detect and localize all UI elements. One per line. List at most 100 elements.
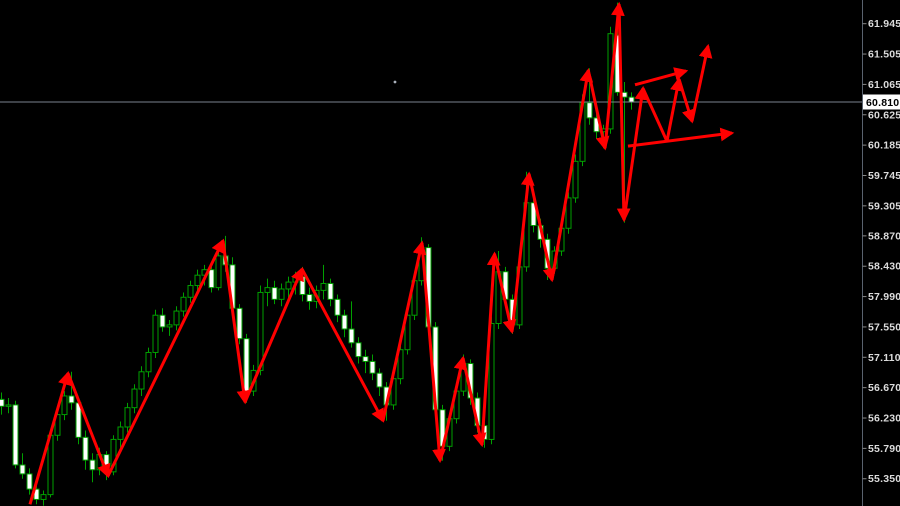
price-tick-label: 59.305 bbox=[868, 200, 900, 212]
price-tick-label: 58.870 bbox=[868, 230, 900, 242]
bull-candle-body bbox=[180, 296, 187, 312]
price-tick-label: 58.430 bbox=[868, 261, 900, 273]
trend-arrow-segment[interactable] bbox=[493, 253, 517, 335]
trend-arrow-segment[interactable] bbox=[300, 268, 385, 423]
trend-arrow-segment[interactable] bbox=[616, 3, 631, 223]
bull-candle-body bbox=[572, 160, 579, 199]
bull-candle-body bbox=[264, 287, 271, 293]
bear-candle-body bbox=[334, 298, 341, 316]
candle bbox=[138, 366, 145, 396]
candle bbox=[110, 435, 117, 476]
bull-candle-body bbox=[61, 395, 68, 416]
bear-candle-body bbox=[369, 360, 376, 374]
candle bbox=[131, 384, 138, 414]
candle bbox=[362, 349, 369, 374]
zigzag-trend-arrows bbox=[28, 1, 735, 505]
candle bbox=[194, 269, 201, 293]
bull-candle-body bbox=[40, 494, 47, 500]
candle bbox=[334, 294, 341, 323]
trend-arrow-segment[interactable] bbox=[106, 238, 225, 477]
candle bbox=[0, 392, 5, 415]
bear-candle-body bbox=[299, 276, 306, 296]
trend-arrow-segment[interactable] bbox=[461, 357, 487, 448]
trend-arrow-segment[interactable] bbox=[510, 171, 535, 332]
candle bbox=[61, 391, 68, 421]
current-price-badge bbox=[863, 94, 900, 110]
candle bbox=[348, 301, 355, 348]
bull-candle-body bbox=[152, 314, 159, 353]
trend-arrow-segment[interactable] bbox=[438, 355, 468, 462]
candle bbox=[397, 344, 404, 385]
trend-arrow-segment[interactable] bbox=[480, 251, 501, 446]
candle bbox=[180, 292, 187, 317]
bear-candle-body bbox=[236, 307, 243, 340]
bull-candle-body bbox=[257, 291, 264, 371]
trend-arrow-segment[interactable] bbox=[622, 85, 649, 221]
stray-dot bbox=[393, 80, 397, 84]
current-price-value: 60.810 bbox=[866, 97, 899, 109]
forecast-arrow[interactable] bbox=[627, 127, 735, 148]
bull-candle-body bbox=[5, 404, 12, 407]
trend-arrow-segment[interactable] bbox=[586, 69, 610, 151]
candle bbox=[236, 304, 243, 345]
candle bbox=[152, 309, 159, 358]
bear-candle-body bbox=[355, 342, 362, 358]
candle bbox=[327, 278, 334, 307]
trend-arrow-segment[interactable] bbox=[66, 372, 111, 479]
trend-arrow-segment[interactable] bbox=[243, 266, 304, 403]
candle bbox=[285, 276, 292, 300]
price-axis[interactable]: 61.945 61.505 61.065 60.625 60.185 59.745 59.3… bbox=[862, 0, 900, 506]
bear-candle-body bbox=[362, 356, 369, 362]
price-tick-label: 56.230 bbox=[868, 413, 900, 425]
bull-candle-body bbox=[215, 255, 222, 289]
bear-candle-body bbox=[0, 398, 5, 407]
bull-candle-body bbox=[187, 285, 194, 298]
trend-arrow-segment[interactable] bbox=[221, 240, 251, 405]
forecast-arrow[interactable] bbox=[634, 67, 689, 87]
price-tick-label: 61.065 bbox=[868, 79, 900, 91]
trend-arrow-segment[interactable] bbox=[381, 240, 427, 422]
bear-candle-body bbox=[208, 269, 215, 289]
candle bbox=[355, 337, 362, 364]
candle bbox=[208, 266, 215, 293]
bear-candle-body bbox=[26, 473, 33, 490]
bear-candle-body bbox=[376, 372, 383, 388]
bear-candle-body bbox=[586, 102, 593, 119]
trend-arrow-segment[interactable] bbox=[677, 78, 696, 124]
candle bbox=[565, 192, 572, 234]
trend-arrow-segment[interactable] bbox=[420, 242, 446, 464]
bear-candle-body bbox=[621, 91, 628, 98]
bull-candle-body bbox=[488, 322, 495, 440]
bear-candle-body bbox=[19, 464, 26, 475]
candle bbox=[82, 430, 89, 470]
candle bbox=[166, 320, 173, 336]
trend-arrow-segment[interactable] bbox=[527, 173, 557, 283]
trend-arrow-segment[interactable] bbox=[690, 43, 713, 122]
bear-candle-body bbox=[159, 314, 166, 328]
candle bbox=[278, 283, 285, 307]
price-tick-label: 60.625 bbox=[868, 109, 900, 121]
candle bbox=[117, 421, 124, 448]
bear-candle-body bbox=[306, 294, 313, 302]
candle bbox=[488, 316, 495, 445]
trend-arrow-segment[interactable] bbox=[665, 76, 684, 142]
trend-arrow-segment[interactable] bbox=[550, 67, 594, 281]
price-tick-label: 55.790 bbox=[868, 443, 900, 455]
bear-candle-body bbox=[82, 436, 89, 461]
price-tick-label: 56.670 bbox=[868, 382, 900, 394]
bull-candle-body bbox=[166, 324, 173, 328]
candle bbox=[40, 490, 47, 506]
trend-arrow-segment[interactable] bbox=[603, 1, 625, 149]
candle bbox=[341, 309, 348, 338]
bull-candle-body bbox=[565, 197, 572, 229]
trend-arrow-segment[interactable] bbox=[641, 87, 669, 142]
trend-arrow-segment[interactable] bbox=[28, 370, 72, 505]
bull-candle-body bbox=[131, 388, 138, 409]
candle bbox=[19, 453, 26, 479]
bull-candle-body bbox=[285, 281, 292, 290]
candle bbox=[271, 280, 278, 305]
bull-candle-body bbox=[173, 310, 180, 326]
bull-candle-body bbox=[117, 426, 124, 440]
